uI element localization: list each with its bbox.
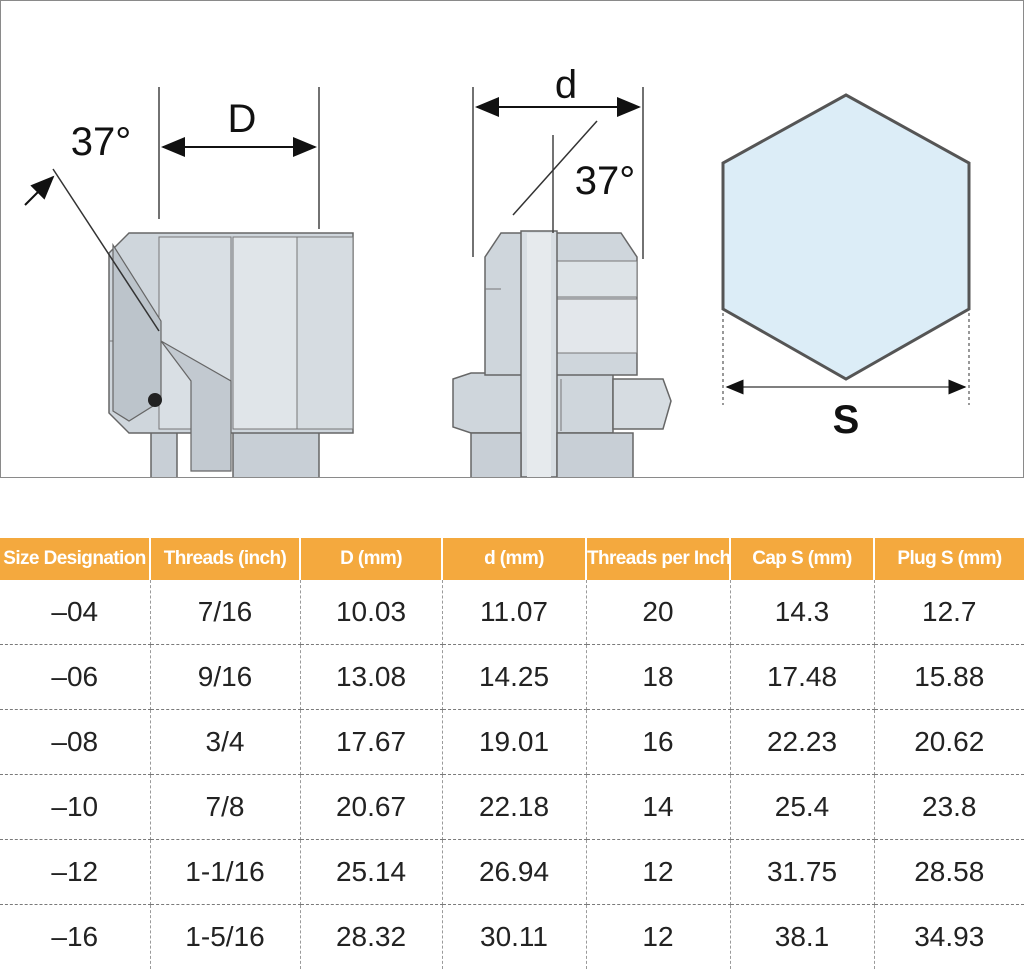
- table-cell: 1-1/16: [150, 840, 300, 905]
- table-cell: 14: [586, 775, 730, 840]
- table-cell: 7/8: [150, 775, 300, 840]
- table-cell: 9/16: [150, 645, 300, 710]
- table-row: –16 1-5/16 28.32 30.11 12 38.1 34.93: [0, 905, 1024, 969]
- table-cell: 16: [586, 710, 730, 775]
- header-threads-per-inch: Threads per Inch: [586, 538, 730, 580]
- table-cell: 30.11: [442, 905, 586, 969]
- header-plug-s: Plug S (mm): [874, 538, 1024, 580]
- male-flare-fitting: [453, 87, 671, 477]
- table-cell: 14.25: [442, 645, 586, 710]
- header-d-lower-mm: d (mm): [442, 538, 586, 580]
- table-cell: 22.18: [442, 775, 586, 840]
- table-row: –12 1-1/16 25.14 26.94 12 31.75 28.58: [0, 840, 1024, 905]
- table-cell: 17.48: [730, 645, 874, 710]
- header-cap-s: Cap S (mm): [730, 538, 874, 580]
- table-cell: 10.03: [300, 580, 442, 645]
- table-cell: 25.14: [300, 840, 442, 905]
- table-cell: 1-5/16: [150, 905, 300, 969]
- male-dimension-label: d: [555, 63, 577, 107]
- table-cell: –10: [0, 775, 150, 840]
- table-cell: 17.67: [300, 710, 442, 775]
- fitting-diagram: D 37° d 37°: [1, 1, 1023, 477]
- table-cell: 14.3: [730, 580, 874, 645]
- table-cell: 34.93: [874, 905, 1024, 969]
- header-size-designation: Size Designation: [0, 538, 150, 580]
- table-cell: 20.62: [874, 710, 1024, 775]
- table-cell: 23.8: [874, 775, 1024, 840]
- table-cell: 12: [586, 905, 730, 969]
- table-cell: 7/16: [150, 580, 300, 645]
- table-cell: 11.07: [442, 580, 586, 645]
- spec-table-container: Size Designation Threads (inch) D (mm) d…: [0, 538, 1024, 969]
- table-row: –04 7/16 10.03 11.07 20 14.3 12.7: [0, 580, 1024, 645]
- table-cell: 28.32: [300, 905, 442, 969]
- header-threads-inch: Threads (inch): [150, 538, 300, 580]
- spec-table: Size Designation Threads (inch) D (mm) d…: [0, 538, 1024, 969]
- table-cell: 19.01: [442, 710, 586, 775]
- table-cell: 18: [586, 645, 730, 710]
- hex-shape: [723, 95, 969, 405]
- female-angle-label: 37°: [71, 120, 132, 164]
- table-cell: 31.75: [730, 840, 874, 905]
- male-angle-label: 37°: [575, 159, 636, 203]
- table-cell: –12: [0, 840, 150, 905]
- table-row: –10 7/8 20.67 22.18 14 25.4 23.8: [0, 775, 1024, 840]
- table-cell: 26.94: [442, 840, 586, 905]
- table-cell: 28.58: [874, 840, 1024, 905]
- table-cell: 12.7: [874, 580, 1024, 645]
- table-cell: 22.23: [730, 710, 874, 775]
- diagram-panel: D 37° d 37°: [0, 0, 1024, 478]
- table-cell: –06: [0, 645, 150, 710]
- table-cell: 15.88: [874, 645, 1024, 710]
- header-d-upper-mm: D (mm): [300, 538, 442, 580]
- table-cell: 20: [586, 580, 730, 645]
- table-cell: –08: [0, 710, 150, 775]
- table-cell: 12: [586, 840, 730, 905]
- table-cell: 38.1: [730, 905, 874, 969]
- table-cell: 20.67: [300, 775, 442, 840]
- hex-dimension-label: S: [833, 398, 860, 442]
- table-cell: –16: [0, 905, 150, 969]
- table-header-row: Size Designation Threads (inch) D (mm) d…: [0, 538, 1024, 580]
- table-cell: 3/4: [150, 710, 300, 775]
- table-cell: 25.4: [730, 775, 874, 840]
- table-row: –08 3/4 17.67 19.01 16 22.23 20.62: [0, 710, 1024, 775]
- table-cell: –04: [0, 580, 150, 645]
- female-dimension-label: D: [228, 97, 257, 141]
- table-row: –06 9/16 13.08 14.25 18 17.48 15.88: [0, 645, 1024, 710]
- table-cell: 13.08: [300, 645, 442, 710]
